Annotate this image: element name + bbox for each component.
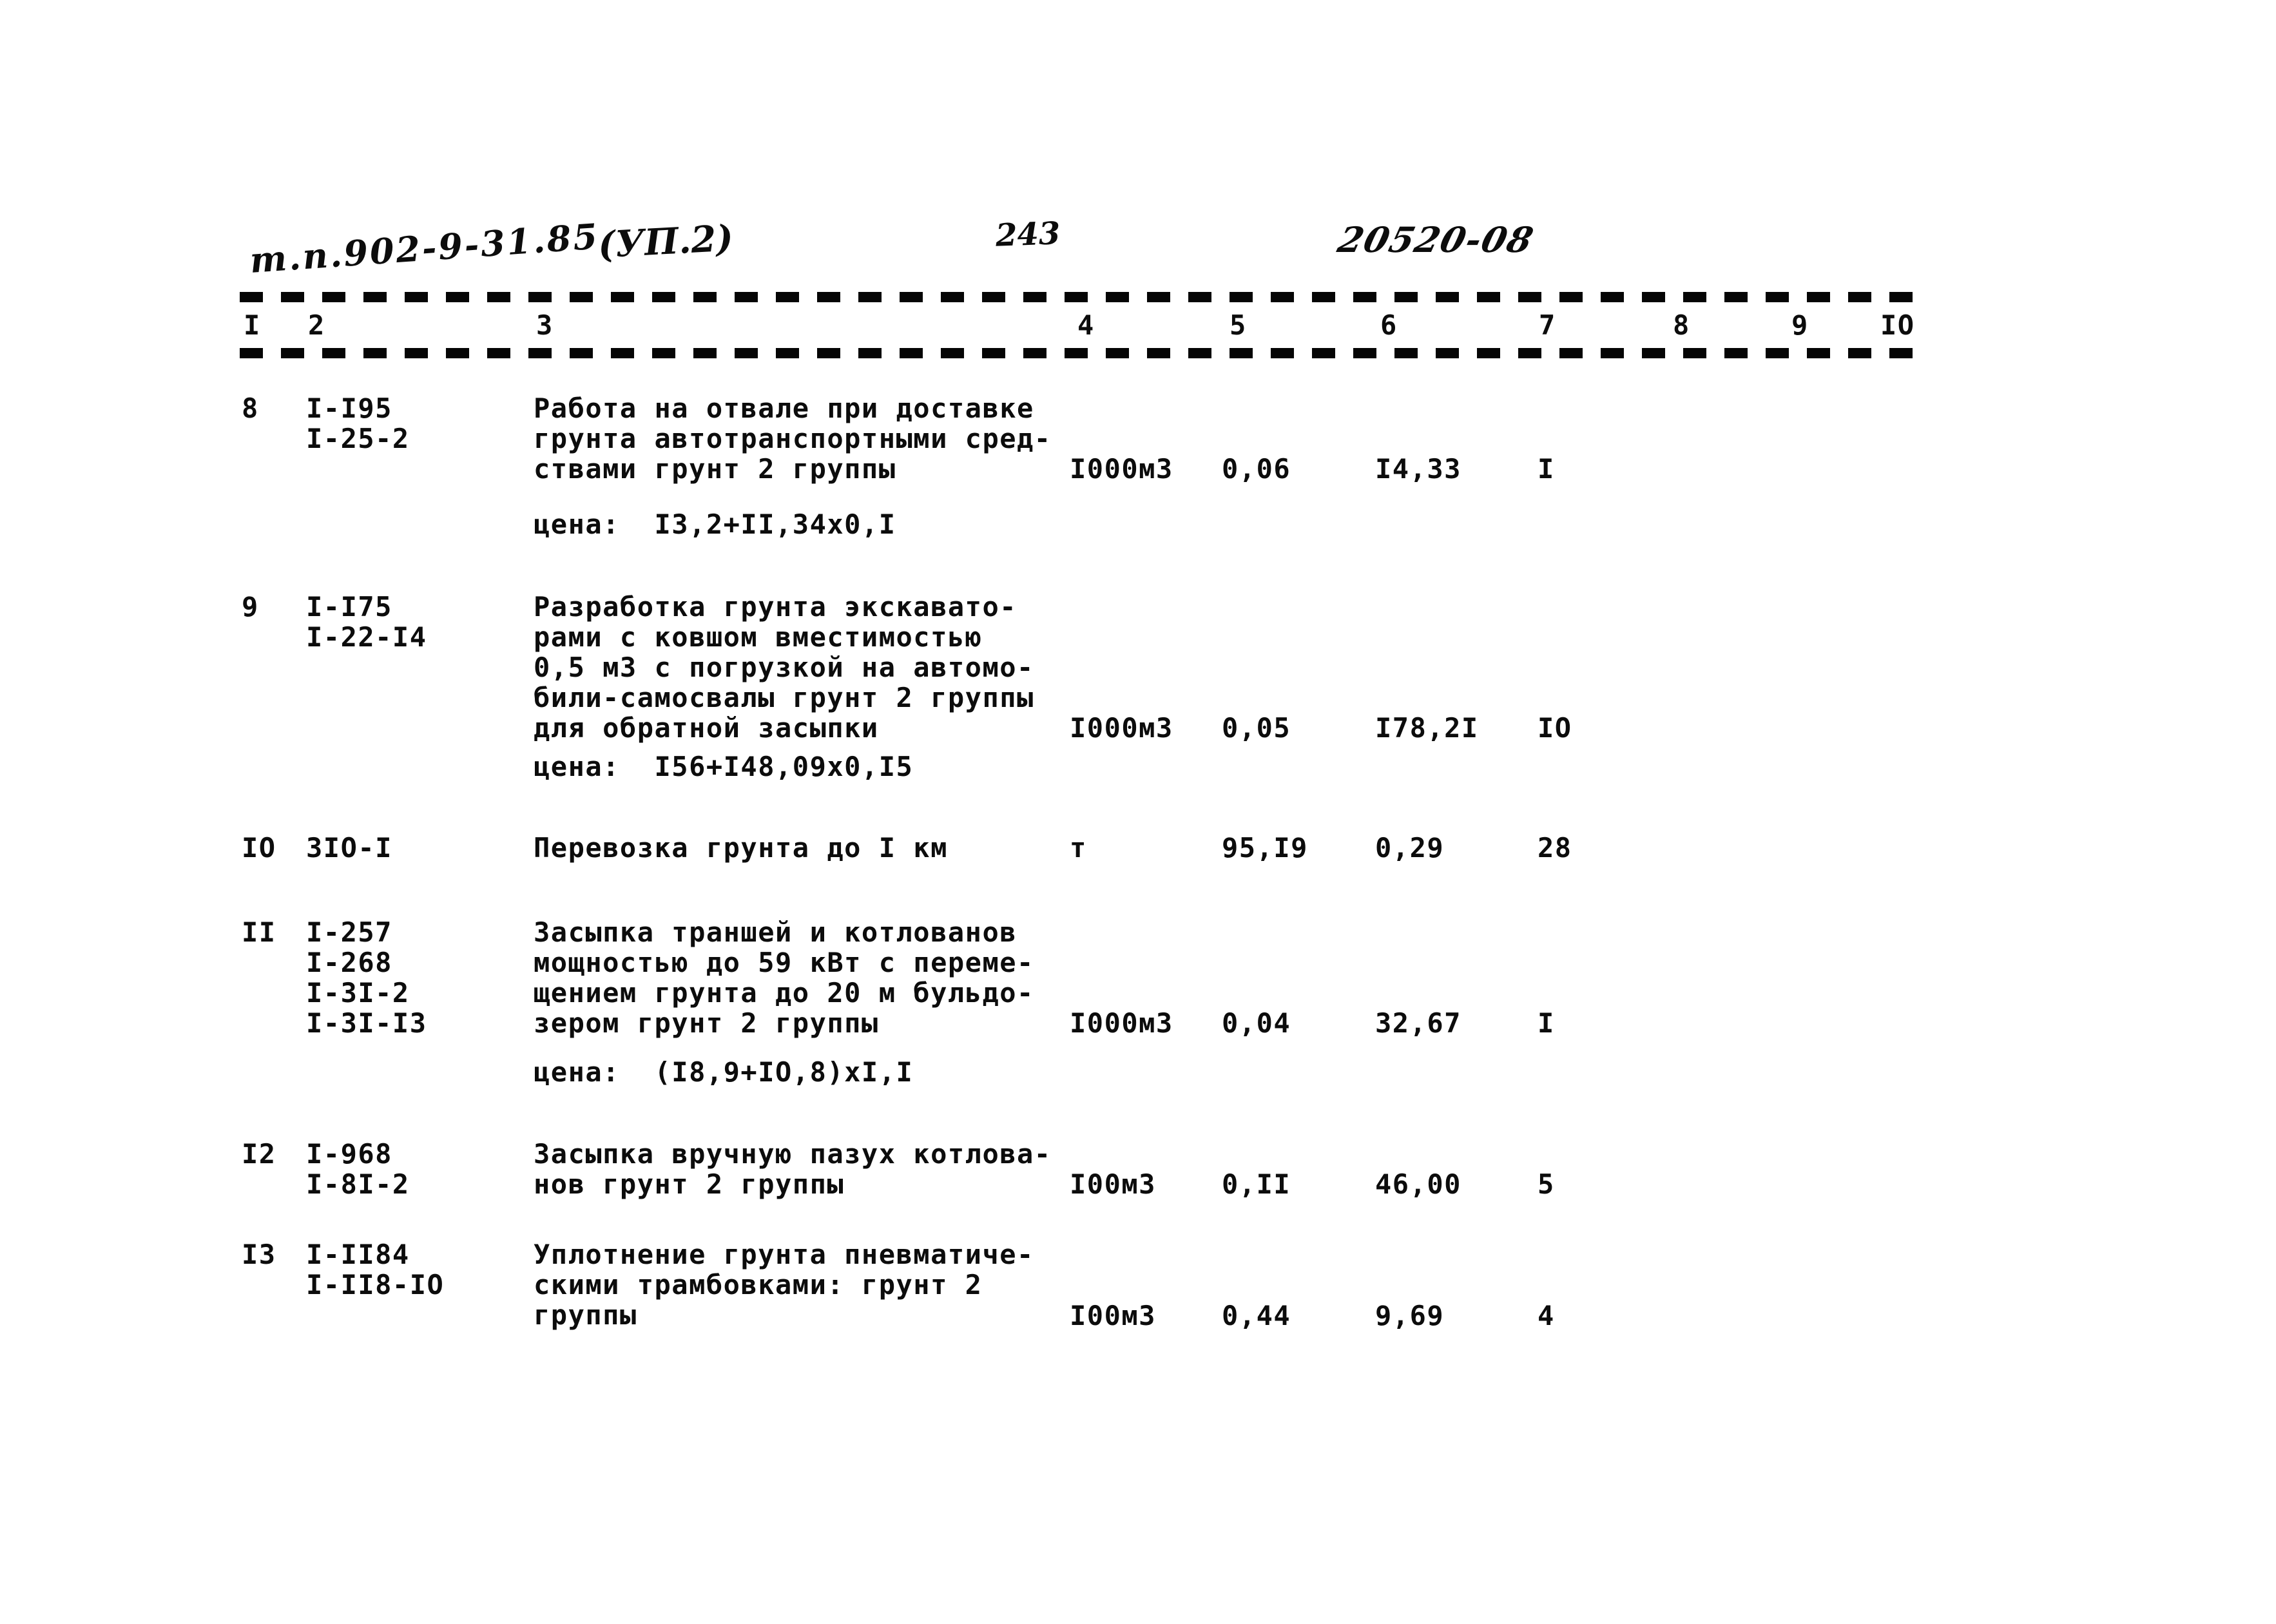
norm-codes: I-257 I-268 I-3I-2 I-3I-I3 [306,916,427,1039]
quantity: 95,I9 [1222,832,1308,864]
col-header-4: 4 [1077,309,1095,341]
norm-codes: I-I95 I-25-2 [306,392,410,454]
unit-of-measure: I000м3 [1070,453,1173,485]
unit-of-measure: I000м3 [1070,712,1173,744]
work-description: Перевозка грунта до I км [534,832,948,864]
unit-of-measure: I00м3 [1070,1168,1156,1200]
col-header-5: 5 [1230,309,1247,341]
col-header-10: IO [1880,309,1915,341]
quantity: 0,44 [1222,1300,1291,1331]
quantity: 0,II [1222,1168,1291,1200]
quantity: 0,05 [1222,712,1291,744]
unit-price: I4,33 [1375,453,1461,485]
quantity: 0,06 [1222,453,1291,485]
col7-value: 28 [1538,832,1572,864]
unit-price: 9,69 [1375,1300,1445,1331]
row-number: I2 [242,1138,276,1170]
unit-of-measure: т [1070,832,1087,864]
col7-value: IO [1538,712,1572,744]
col-header-1: I [244,309,261,341]
row-number: 8 [242,392,259,424]
unit-price: I78,2I [1375,712,1479,744]
unit-price: 32,67 [1375,1007,1461,1039]
work-description: Работа на отвале при доставке грунта авт… [534,392,1052,485]
work-description: Разработка грунта экскавато- рами с ковш… [534,591,1034,744]
page-number: 243 [995,215,1061,254]
col7-value: 5 [1538,1168,1555,1200]
row-number: II [242,916,276,948]
unit-price: 46,00 [1375,1168,1461,1200]
price-formula: цена: I56+I48,09x0,I5 [534,751,914,782]
col-header-3: 3 [536,309,554,341]
norm-codes: I-I75 I-22-I4 [306,591,427,653]
col-header-6: 6 [1380,309,1398,341]
norm-codes: 3IO-I [306,832,392,864]
unit-of-measure: I00м3 [1070,1300,1156,1331]
unit-of-measure: I000м3 [1070,1007,1173,1039]
col-header-9: 9 [1791,309,1809,341]
work-description: Засыпка траншей и котлованов мощностью д… [534,916,1034,1039]
col-header-7: 7 [1539,309,1556,341]
work-description: Уплотнение грунта пневматиче- скими трам… [534,1239,1034,1331]
norm-codes: I-968 I-8I-2 [306,1138,410,1200]
doc-reference: т.п.902-9-31.85 [248,215,601,281]
quantity: 0,04 [1222,1007,1291,1039]
doc-code: 20520-08 [1334,219,1539,260]
work-description: Засыпка вручную пазух котлова- нов грунт… [534,1138,1052,1200]
row-number: 9 [242,591,259,623]
table-top-rule [240,292,1927,302]
price-formula: цена: (I8,9+IO,8)xI,I [534,1056,914,1088]
unit-price: 0,29 [1375,832,1445,864]
table-header-bottom-rule [240,348,1927,358]
row-number: IO [242,832,276,864]
col7-value: I [1538,1007,1555,1039]
norm-codes: I-II84 I-II8-IO [306,1239,445,1300]
col7-value: 4 [1538,1300,1555,1331]
doc-reference-suffix: (УП.2) [597,217,735,267]
col7-value: I [1538,453,1555,485]
col-header-2: 2 [308,309,325,341]
col-header-8: 8 [1673,309,1690,341]
price-formula: цена: I3,2+II,34x0,I [534,508,896,540]
row-number: I3 [242,1239,276,1270]
